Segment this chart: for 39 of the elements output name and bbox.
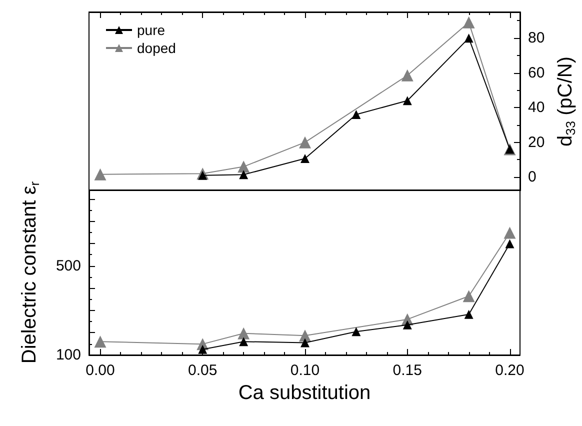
point: [462, 290, 475, 302]
y-tick-label: 20: [528, 134, 545, 151]
point: [401, 69, 414, 82]
point: [238, 327, 250, 340]
y-tick-label: 40: [528, 99, 545, 116]
point: [94, 336, 106, 348]
point: [299, 330, 312, 342]
point: [352, 327, 361, 336]
y-axis-title: d33 (pC/N): [554, 56, 578, 147]
point: [300, 338, 310, 348]
point: [299, 136, 312, 148]
legend-label: pure: [137, 22, 166, 38]
point: [239, 337, 248, 346]
x-tick-label: 0.05: [188, 362, 218, 379]
y-tick-label: 100: [56, 346, 81, 364]
x-tick-label: 0.00: [86, 362, 115, 379]
point: [239, 170, 248, 180]
point: [462, 16, 475, 28]
x-axis-title: Ca substitution: [238, 382, 371, 404]
point: [402, 320, 412, 330]
point: [198, 170, 208, 180]
point: [505, 239, 514, 248]
point: [464, 34, 474, 43]
point: [352, 110, 361, 120]
y-tick-label: 500: [56, 257, 81, 274]
x-tick-label: 0.20: [495, 362, 524, 379]
x-tick-label: 0.10: [290, 362, 320, 379]
y-tick-label: 60: [528, 64, 545, 82]
point: [402, 96, 412, 106]
y-tick-label: 80: [528, 30, 545, 47]
point: [300, 154, 310, 163]
y-tick-label: 0: [528, 168, 536, 186]
x-tick-label: 0.15: [392, 362, 422, 379]
point: [464, 310, 474, 319]
point: [238, 160, 250, 173]
point: [504, 226, 516, 239]
point: [94, 168, 106, 180]
y-axis-title: Dielectric constant εr: [18, 180, 42, 364]
legend-label: doped: [137, 40, 176, 56]
